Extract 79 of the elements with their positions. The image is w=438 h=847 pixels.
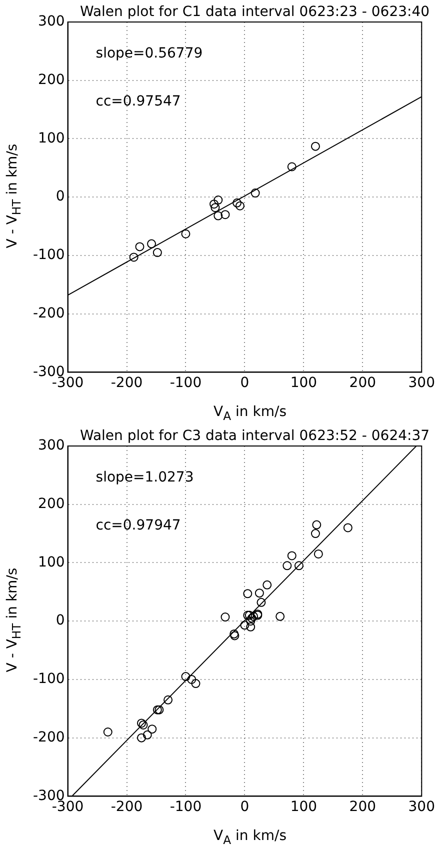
point — [210, 203, 220, 212]
point — [136, 733, 146, 742]
point — [262, 580, 272, 590]
point — [230, 629, 239, 638]
point — [135, 242, 144, 252]
x-tick-label: 200 — [349, 375, 376, 392]
point — [312, 520, 322, 530]
point — [282, 561, 292, 570]
annotation: cc=0.97547 — [96, 94, 181, 110]
y-tick-label: 300 — [38, 14, 65, 30]
point — [235, 201, 244, 210]
point — [247, 614, 256, 623]
x-tick-label: -100 — [170, 375, 202, 392]
point — [181, 229, 190, 238]
x-tick-label: 300 — [408, 799, 436, 816]
point — [129, 252, 138, 262]
x-axis-title: V$_{A}$ in km/s — [212, 828, 288, 847]
y-tick-label: -200 — [32, 305, 65, 322]
chart-title: Walen plot for C1 data interval 0623:23 - 0623:40 — [80, 4, 430, 20]
x-tick-label: 200 — [349, 799, 376, 816]
point — [187, 674, 196, 684]
x-tick-label: 0 — [240, 799, 250, 816]
point — [136, 718, 146, 728]
x-tick-label: 300 — [408, 375, 436, 392]
y-tick-label: 300 — [38, 438, 65, 454]
point — [154, 705, 164, 714]
point — [343, 523, 352, 532]
point — [276, 612, 285, 621]
point — [152, 705, 162, 714]
y-tick-label: 100 — [38, 554, 65, 570]
point — [246, 616, 256, 626]
point — [254, 588, 264, 598]
point — [147, 239, 156, 248]
point — [230, 631, 240, 640]
point — [310, 529, 320, 538]
point — [220, 612, 230, 622]
y-tick-label: -100 — [32, 247, 65, 264]
point — [152, 248, 162, 258]
y-tick-label: 100 — [38, 130, 65, 146]
point — [250, 188, 260, 198]
x-tick-label: -200 — [110, 799, 143, 816]
y-tick-label: -100 — [32, 671, 65, 688]
point — [181, 672, 190, 682]
point — [191, 679, 200, 688]
y-tick-label: 0 — [56, 188, 65, 205]
point — [138, 720, 148, 730]
point — [243, 589, 252, 598]
point — [214, 196, 223, 205]
x-tick-label: 100 — [290, 799, 318, 816]
point — [314, 549, 323, 558]
x-tick-label: -100 — [170, 799, 202, 816]
point — [246, 622, 256, 632]
point — [287, 551, 296, 560]
x-tick-label: 100 — [290, 375, 318, 392]
point — [220, 210, 230, 220]
point — [103, 727, 112, 736]
y-tick-label: 200 — [38, 496, 65, 512]
point — [249, 612, 258, 621]
x-axis-title: V$_{A}$ in km/s — [212, 404, 288, 423]
x-tick-label: -200 — [110, 375, 143, 392]
point — [240, 620, 250, 630]
annotation: slope=0.56779 — [96, 46, 203, 62]
point — [256, 598, 266, 607]
x-tick-label: 0 — [240, 375, 250, 392]
point — [232, 198, 242, 208]
y-tick-label: 0 — [56, 612, 65, 629]
chart-title: Walen plot for C3 data interval 0623:52 - 0624:37 — [80, 428, 430, 444]
point — [287, 162, 296, 172]
point — [310, 142, 320, 151]
y-tick-label: 200 — [38, 72, 65, 88]
point — [210, 200, 219, 209]
annotation: slope=1.0273 — [96, 470, 194, 486]
annotation: cc=0.97947 — [96, 518, 181, 534]
point — [148, 724, 157, 734]
point — [294, 561, 304, 570]
point — [214, 211, 223, 220]
y-tick-label: -200 — [32, 729, 65, 746]
point — [142, 730, 152, 740]
point — [164, 695, 173, 704]
